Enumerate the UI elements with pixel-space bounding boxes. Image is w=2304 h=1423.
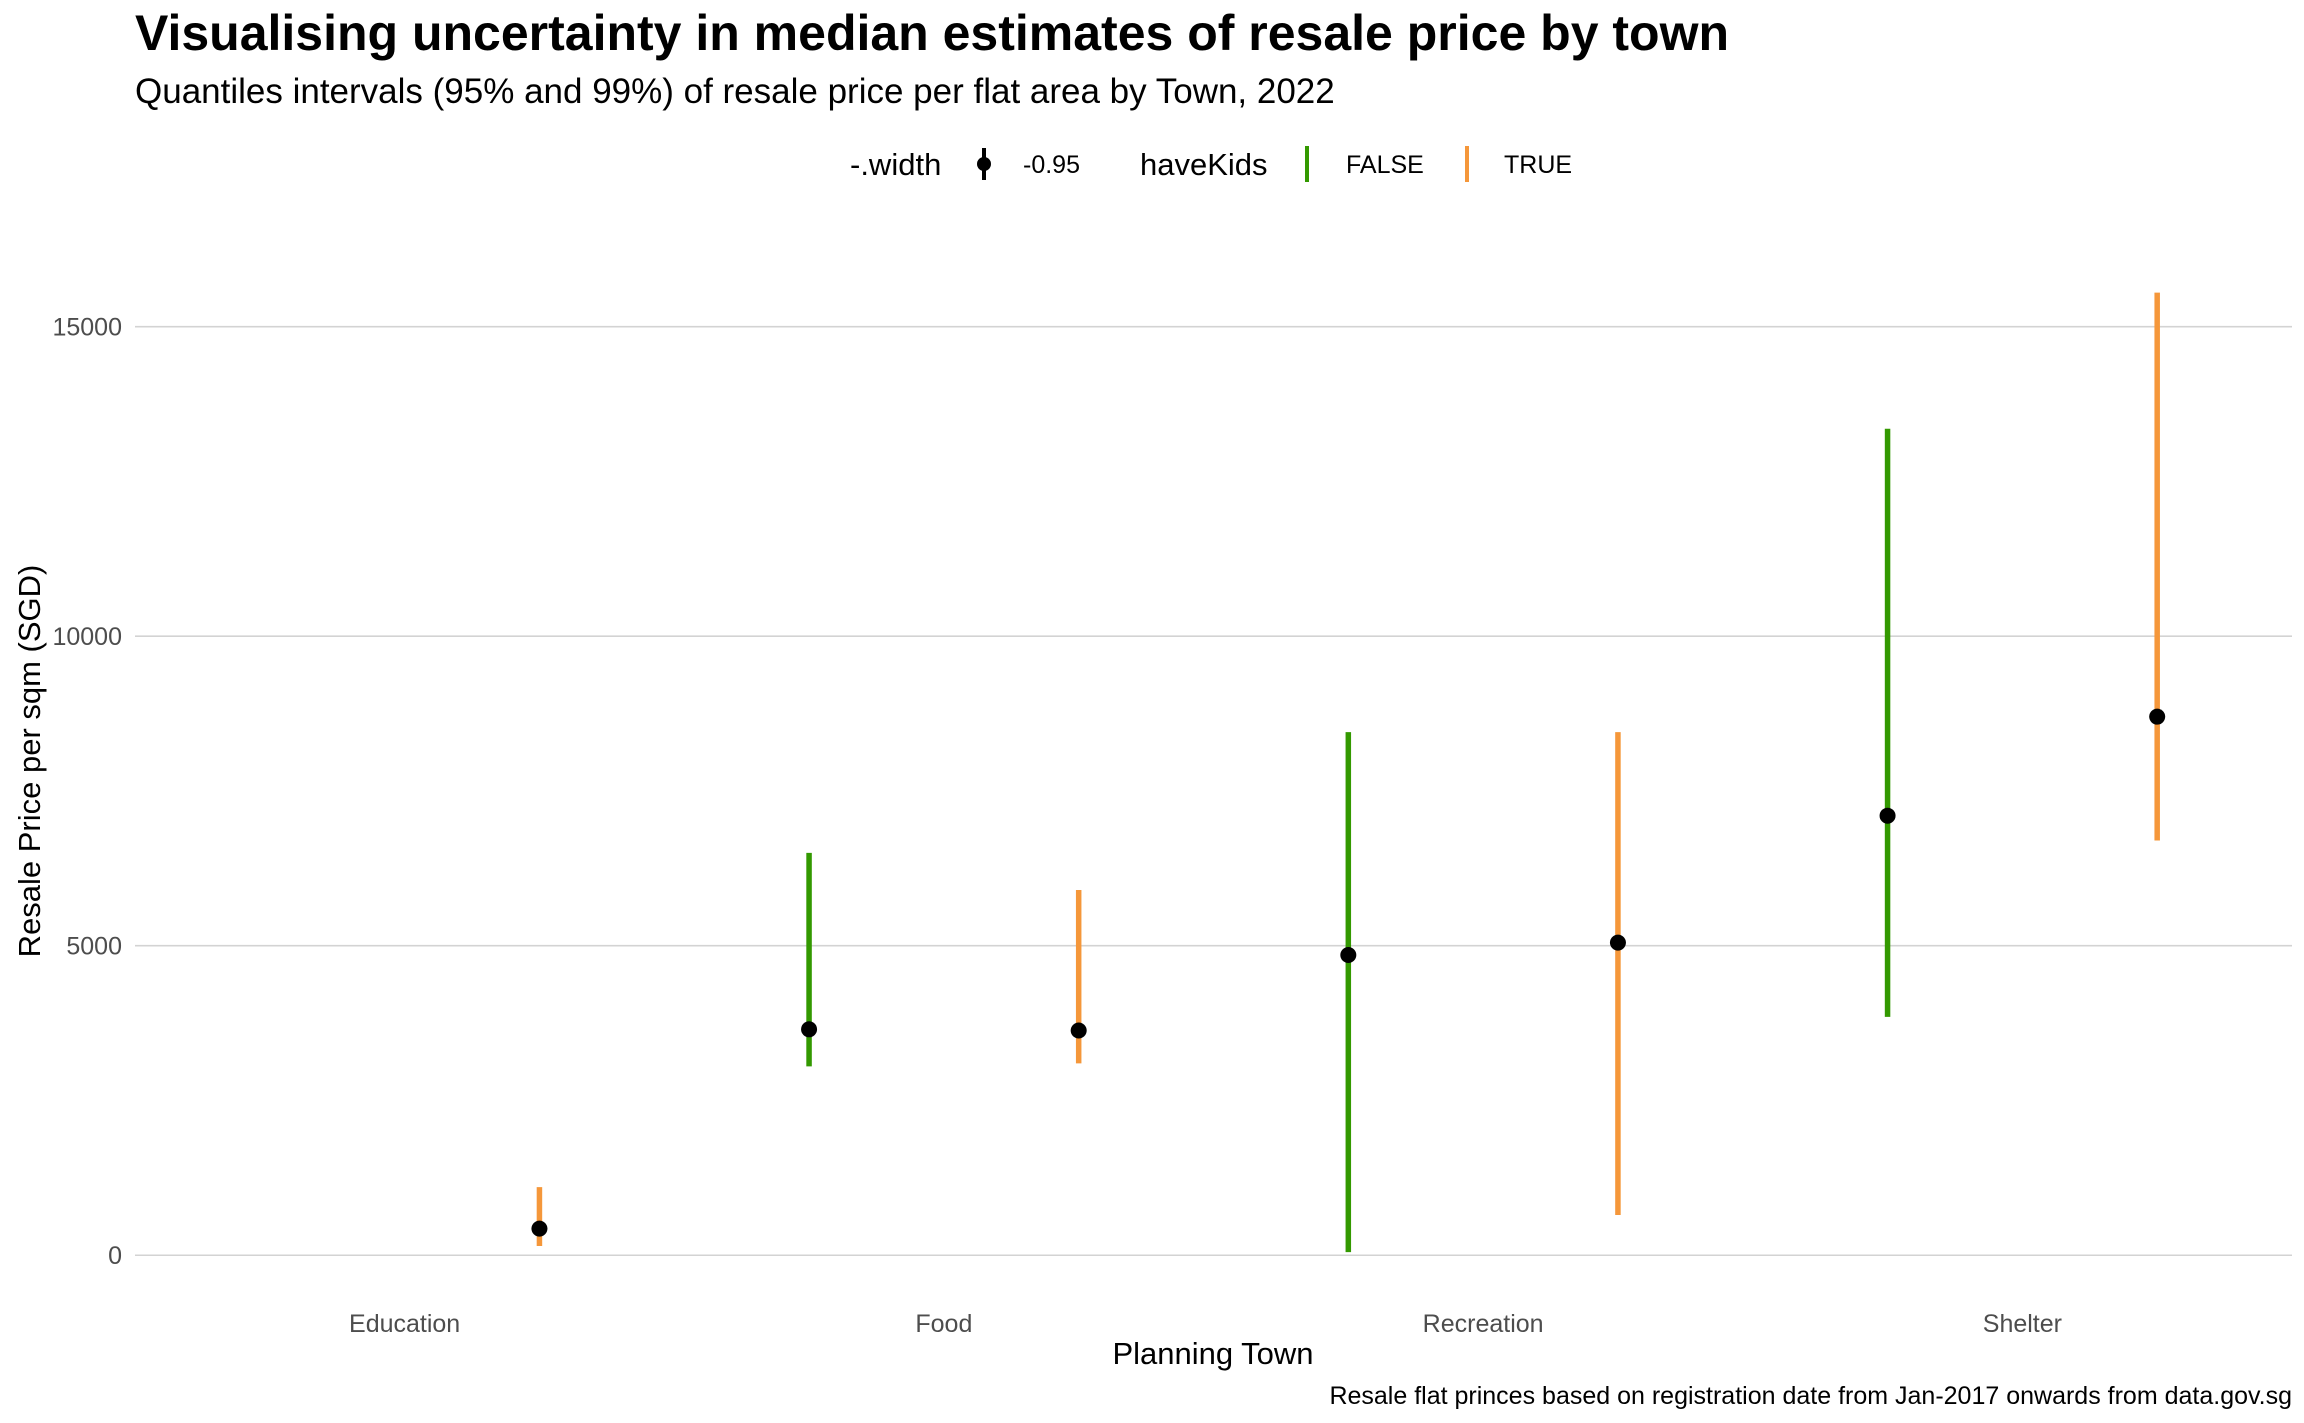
median-point-shelter-true — [2149, 708, 2166, 725]
x-axis-ticks: Education Food Recreation Shelter — [349, 1310, 2062, 1338]
y-tick-label-5000: 5000 — [66, 933, 122, 961]
y-tick-label-15000: 15000 — [52, 314, 122, 342]
legend-label-true: TRUE — [1504, 151, 1572, 179]
median-point-education-true — [531, 1220, 548, 1237]
x-tick-label-shelter: Shelter — [1983, 1310, 2062, 1338]
legend-width-label: -0.95 — [1023, 151, 1080, 179]
legend-width-key — [977, 148, 991, 180]
data-marks — [531, 292, 2166, 1253]
chart-subtitle: Quantiles intervals (95% and 99%) of res… — [135, 72, 1335, 111]
median-point-food-false — [801, 1021, 818, 1038]
chart-title: Visualising uncertainty in median estima… — [135, 5, 1729, 61]
x-axis-title: Planning Town — [1112, 1336, 1313, 1371]
gridlines — [135, 325, 2292, 1257]
median-point-shelter-false — [1879, 807, 1896, 824]
y-axis-ticks: 0 5000 10000 15000 — [52, 314, 122, 1271]
legend-width-key-point — [977, 157, 991, 171]
legend-color-title: haveKids — [1140, 147, 1268, 182]
median-point-food-true — [1070, 1022, 1087, 1039]
legend-label-false: FALSE — [1346, 151, 1424, 179]
x-tick-label-education: Education — [349, 1310, 460, 1338]
y-axis-title: Resale Price per sqm (SGD) — [12, 565, 47, 958]
legend: -.width -0.95 haveKids FALSE TRUE — [850, 146, 1572, 182]
chart-caption: Resale flat princes based on registratio… — [1329, 1382, 2292, 1410]
y-tick-label-10000: 10000 — [52, 623, 122, 651]
legend-width-title: -.width — [850, 147, 941, 182]
x-tick-label-recreation: Recreation — [1423, 1310, 1544, 1338]
median-point-recreation-false — [1340, 947, 1357, 963]
y-tick-label-0: 0 — [108, 1242, 122, 1270]
x-tick-label-food: Food — [915, 1310, 972, 1338]
median-point-recreation-true — [1609, 934, 1626, 951]
